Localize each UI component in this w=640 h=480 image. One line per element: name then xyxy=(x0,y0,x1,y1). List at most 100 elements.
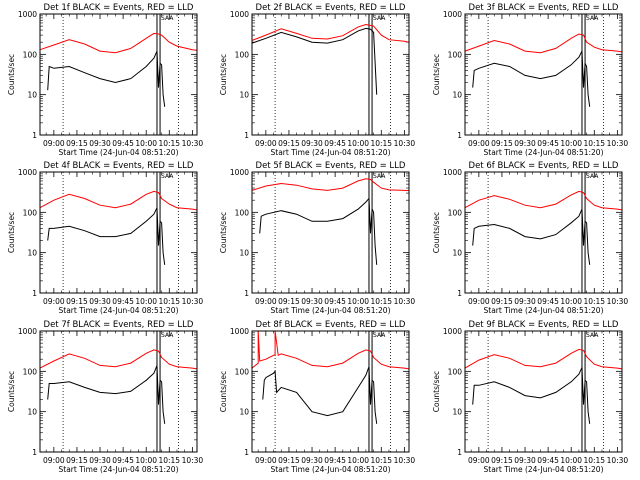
x-axis-label: Start Time (24-Jun-04 08:51:20) xyxy=(271,306,391,315)
x-tick-label: 09:30 xyxy=(514,139,536,148)
x-tick-label: 09:15 xyxy=(491,297,513,306)
x-axis-label: Start Time (24-Jun-04 08:51:20) xyxy=(271,465,391,474)
plot-panel-8: Det 8f BLACK = Events, RED = LLD 1 10 100 10… xyxy=(219,320,415,474)
plot-frame xyxy=(39,330,198,453)
x-tick-label: 09:30 xyxy=(89,139,111,148)
plot-panel-9: Det 9f BLACK = Events, RED = LLD 1 10 100 10… xyxy=(432,320,628,474)
y-tick-label: 1000 xyxy=(230,168,249,177)
saa-label: SAA xyxy=(161,15,174,22)
x-axis-label: Start Time (24-Jun-04 08:51:20) xyxy=(59,465,179,474)
plot-title: Det 5f BLACK = Events, RED = LLD xyxy=(256,161,406,171)
x-tick-label: 09:45 xyxy=(112,297,134,306)
events-rate-line xyxy=(262,366,378,424)
x-tick-label: 09:45 xyxy=(537,297,559,306)
x-tick-label: 09:45 xyxy=(537,139,559,148)
saa-label: SAA xyxy=(161,332,174,339)
x-axis-label: Start Time (24-Jun-04 08:51:20) xyxy=(59,306,179,315)
y-tick-label: 1000 xyxy=(18,327,37,336)
x-tick-label: 10:15 xyxy=(158,297,180,306)
x-tick-label: 09:45 xyxy=(537,456,559,465)
saa-label: SAA xyxy=(586,332,599,339)
x-tick-label: 09:15 xyxy=(491,456,513,465)
y-axis-label: Counts/sec xyxy=(219,54,228,95)
y-tick-label: 1000 xyxy=(443,168,462,177)
x-tick-label: 09:30 xyxy=(514,297,536,306)
x-tick-label: 10:30 xyxy=(182,139,204,148)
x-tick-label: 09:30 xyxy=(89,456,111,465)
plot-panel-2: Det 2f BLACK = Events, RED = LLD 1 10 100 10… xyxy=(219,3,415,157)
plot-title: Det 1f BLACK = Events, RED = LLD xyxy=(44,3,194,13)
y-axis-label: Counts/sec xyxy=(219,212,228,253)
plot-panel-1: Det 1f BLACK = Events, RED = LLD 1 10 100 10… xyxy=(7,3,203,157)
x-tick-label: 09:30 xyxy=(514,456,536,465)
x-tick-label: 09:15 xyxy=(66,297,88,306)
y-tick-label: 1 xyxy=(457,131,462,140)
lld-rate-line xyxy=(251,330,410,370)
x-tick-label: 09:00 xyxy=(468,139,490,148)
y-axis-label: Counts/sec xyxy=(432,371,441,412)
y-tick-label: 1 xyxy=(244,448,249,457)
events-rate-line xyxy=(472,208,591,265)
x-tick-label: 10:00 xyxy=(347,139,369,148)
saa-label: SAA xyxy=(373,15,386,22)
x-tick-label: 10:00 xyxy=(135,139,157,148)
lld-rate-line xyxy=(39,349,198,370)
y-tick-label: 100 xyxy=(23,208,38,217)
x-axis-label: Start Time (24-Jun-04 08:51:20) xyxy=(271,148,391,157)
x-tick-label: 09:00 xyxy=(255,456,277,465)
plot-frame xyxy=(464,13,623,136)
plot-title: Det 3f BLACK = Events, RED = LLD xyxy=(469,3,619,13)
events-rate-line xyxy=(47,365,166,424)
events-rate-line xyxy=(47,50,166,107)
x-tick-label: 10:15 xyxy=(583,139,605,148)
y-tick-label: 1 xyxy=(32,131,37,140)
x-tick-label: 10:00 xyxy=(560,297,582,306)
x-tick-label: 09:45 xyxy=(112,456,134,465)
x-tick-label: 09:30 xyxy=(301,297,323,306)
y-tick-label: 100 xyxy=(235,367,250,376)
x-tick-label: 10:30 xyxy=(607,297,629,306)
plot-panel-7: Det 7f BLACK = Events, RED = LLD 1 10 100 10… xyxy=(7,320,203,474)
y-tick-label: 1 xyxy=(244,289,249,298)
x-tick-label: 10:15 xyxy=(158,139,180,148)
x-tick-label: 09:15 xyxy=(278,456,300,465)
x-tick-label: 09:00 xyxy=(43,456,65,465)
saa-label: SAA xyxy=(373,332,386,339)
x-tick-label: 10:00 xyxy=(135,456,157,465)
y-axis-label: Counts/sec xyxy=(219,371,228,412)
plot-frame xyxy=(251,171,410,294)
plot-panel-6: Det 6f BLACK = Events, RED = LLD 1 10 100 10… xyxy=(432,161,628,315)
lld-rate-line xyxy=(39,32,198,54)
plot-title: Det 6f BLACK = Events, RED = LLD xyxy=(469,161,619,171)
x-tick-label: 10:30 xyxy=(394,297,416,306)
y-tick-label: 10 xyxy=(27,91,37,100)
y-axis-label: Counts/sec xyxy=(432,54,441,95)
y-tick-label: 1 xyxy=(457,448,462,457)
x-tick-label: 09:45 xyxy=(324,297,346,306)
x-tick-label: 09:30 xyxy=(301,139,323,148)
saa-label: SAA xyxy=(373,173,386,180)
plot-frame xyxy=(39,171,198,294)
y-tick-label: 1000 xyxy=(230,10,249,19)
y-tick-label: 100 xyxy=(448,208,463,217)
x-tick-label: 09:00 xyxy=(255,297,277,306)
x-tick-label: 10:15 xyxy=(370,139,392,148)
x-tick-label: 09:00 xyxy=(255,139,277,148)
plot-title: Det 2f BLACK = Events, RED = LLD xyxy=(256,3,406,13)
y-tick-label: 1 xyxy=(244,131,249,140)
y-tick-label: 1000 xyxy=(18,10,37,19)
y-axis-label: Counts/sec xyxy=(432,212,441,253)
y-tick-label: 10 xyxy=(239,91,249,100)
x-tick-label: 09:15 xyxy=(278,139,300,148)
x-tick-label: 10:30 xyxy=(394,456,416,465)
x-tick-label: 09:45 xyxy=(112,139,134,148)
saa-label: SAA xyxy=(161,173,174,180)
x-tick-label: 10:15 xyxy=(583,297,605,306)
y-tick-label: 1000 xyxy=(18,168,37,177)
y-axis-label: Counts/sec xyxy=(7,54,16,95)
plot-title: Det 7f BLACK = Events, RED = LLD xyxy=(44,320,194,330)
events-rate-line xyxy=(259,197,378,265)
y-axis-label: Counts/sec xyxy=(7,371,16,412)
y-tick-label: 1 xyxy=(32,289,37,298)
plot-frame xyxy=(39,13,198,136)
